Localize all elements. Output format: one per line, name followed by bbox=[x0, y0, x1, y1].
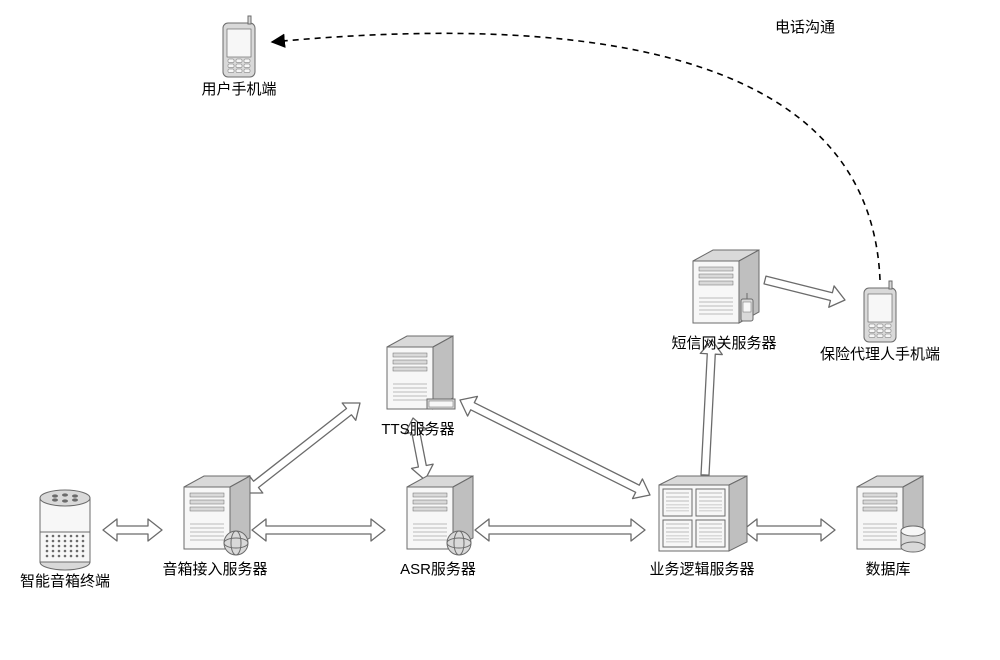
node-asr: ASR服务器 bbox=[400, 476, 476, 578]
node-tts: TTS服务器 bbox=[381, 336, 455, 438]
node-db: 数据库 bbox=[857, 476, 925, 578]
label-speaker: 智能音箱终端 bbox=[20, 572, 110, 590]
node-user_phone: 用户手机端 bbox=[201, 16, 276, 98]
label-access: 音箱接入服务器 bbox=[162, 561, 267, 578]
label-tts: TTS服务器 bbox=[381, 421, 454, 438]
label-user_phone: 用户手机端 bbox=[201, 81, 276, 98]
label-sms_gateway: 短信网关服务器 bbox=[671, 335, 776, 352]
node-sms_gateway: 短信网关服务器 bbox=[671, 250, 776, 352]
label-agent_phone: 保险代理人手机端 bbox=[820, 346, 940, 363]
label-logic: 业务逻辑服务器 bbox=[649, 561, 754, 578]
node-speaker: 智能音箱终端 bbox=[20, 490, 110, 590]
label-db: 数据库 bbox=[865, 561, 910, 578]
label-asr: ASR服务器 bbox=[400, 561, 476, 578]
edge-label: 电话沟通 bbox=[775, 19, 835, 36]
node-logic: 业务逻辑服务器 bbox=[649, 476, 754, 578]
